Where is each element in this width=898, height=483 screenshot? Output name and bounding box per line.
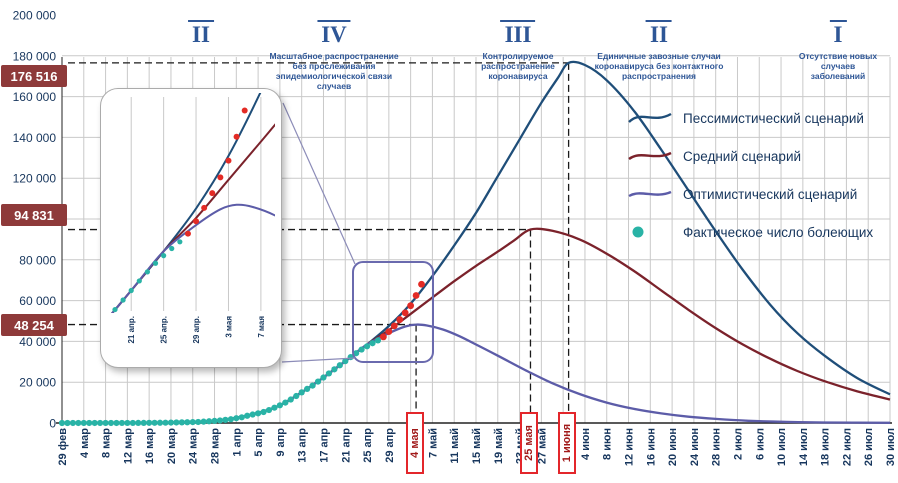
phase-marker-2-left: II xyxy=(188,20,214,47)
svg-text:27 май: 27 май xyxy=(536,428,548,464)
legend-label-optimistic: Оптимистический сценарий xyxy=(683,186,858,202)
peak-date-pessimistic-label: 1 июня xyxy=(561,423,573,463)
svg-text:30 июл: 30 июл xyxy=(885,428,897,466)
phase-description: Единичные завозные случаи коронавируса б… xyxy=(594,51,724,82)
svg-text:180 000: 180 000 xyxy=(13,49,57,63)
svg-text:14 июл: 14 июл xyxy=(798,428,810,466)
svg-text:28 июн: 28 июн xyxy=(711,428,723,466)
recent-data-dots xyxy=(379,280,425,341)
svg-text:29 апр: 29 апр xyxy=(384,428,396,463)
svg-text:2 июл: 2 июл xyxy=(733,428,745,460)
svg-text:26 июл: 26 июл xyxy=(863,428,875,466)
svg-text:7 мая: 7 мая xyxy=(257,316,266,338)
svg-text:19 май: 19 май xyxy=(493,428,505,464)
svg-text:140 000: 140 000 xyxy=(13,131,57,145)
svg-text:16 июн: 16 июн xyxy=(645,428,657,466)
svg-text:7 май: 7 май xyxy=(427,428,439,458)
svg-text:25 апр.: 25 апр. xyxy=(160,316,169,344)
phase-description: Отсутствие новых случаев заболеваний xyxy=(798,51,878,82)
phase-description: Контролируемое распространение коронавир… xyxy=(481,51,555,82)
inset-gridlines xyxy=(130,97,262,311)
svg-text:24 июн: 24 июн xyxy=(689,428,701,466)
svg-text:21 апр.: 21 апр. xyxy=(127,316,136,344)
legend-dot-actual-icon xyxy=(632,226,644,238)
svg-text:9 апр: 9 апр xyxy=(275,428,287,457)
svg-text:3 мая: 3 мая xyxy=(225,316,234,338)
peak-value-optimistic: 48 254 xyxy=(1,314,67,336)
legend-item-optimistic: Оптимистический сценарий xyxy=(627,182,873,206)
svg-text:22 июл: 22 июл xyxy=(841,428,853,466)
legend-label-actual: Фактическое число болеющих xyxy=(683,224,874,240)
phase-numeral: II xyxy=(646,20,672,47)
svg-text:160 000: 160 000 xyxy=(13,90,57,104)
peak-date-optimistic: 4 мая xyxy=(406,412,424,474)
phase-marker-1: I Отсутствие новых случаев заболеваний xyxy=(799,20,877,81)
svg-text:4 июн: 4 июн xyxy=(580,428,592,460)
legend-line-pessimistic-icon xyxy=(628,112,672,123)
svg-text:29 апр.: 29 апр. xyxy=(192,316,201,344)
legend-line-middle-icon xyxy=(628,151,672,161)
svg-text:13 апр: 13 апр xyxy=(297,428,309,463)
svg-text:24 мар: 24 мар xyxy=(188,428,200,464)
svg-text:120 000: 120 000 xyxy=(13,172,57,186)
phase-marker-2-right: II Единичные завозные случаи коронавирус… xyxy=(594,20,724,82)
peak-date-pessimistic: 1 июня xyxy=(558,412,576,474)
svg-text:60 000: 60 000 xyxy=(19,294,56,308)
phase-numeral: III xyxy=(500,20,536,47)
svg-text:12 июн: 12 июн xyxy=(624,428,636,466)
x-axis-labels: 29 фев 4 мар 8 мар 12 мар 16 мар 20 мар 24 мар… xyxy=(57,428,897,466)
svg-text:8 мар: 8 мар xyxy=(101,428,113,458)
svg-text:8 июн: 8 июн xyxy=(602,428,614,460)
svg-text:28 мар: 28 мар xyxy=(210,428,222,464)
svg-text:18 июл: 18 июл xyxy=(820,428,832,466)
svg-text:20 июн: 20 июн xyxy=(667,428,679,466)
actual-data-dots xyxy=(58,337,382,427)
svg-text:16 мар: 16 мар xyxy=(144,428,156,464)
svg-text:20 000: 20 000 xyxy=(19,376,56,390)
svg-text:4 мар: 4 мар xyxy=(79,428,91,458)
zoom-inset-svg: 21 апр. 25 апр. 29 апр. 3 мая 7 мая xyxy=(111,93,275,344)
phase-numeral: IV xyxy=(317,20,351,47)
svg-text:20 мар: 20 мар xyxy=(166,428,178,464)
svg-text:1 апр: 1 апр xyxy=(231,428,243,457)
inset-x-labels: 21 апр. 25 апр. 29 апр. 3 мая 7 мая xyxy=(127,316,266,344)
svg-text:25 апр: 25 апр xyxy=(362,428,374,463)
legend-item-middle: Средний сценарий xyxy=(627,144,873,168)
svg-text:15 май: 15 май xyxy=(471,428,483,464)
svg-text:12 мар: 12 мар xyxy=(122,428,134,464)
legend: Пессимистический сценарий Средний сценар… xyxy=(627,106,873,258)
legend-label-middle: Средний сценарий xyxy=(683,148,802,164)
peak-date-optimistic-label: 4 мая xyxy=(409,428,422,458)
phase-description: Масштабное распространение без прослежив… xyxy=(269,51,399,92)
svg-text:6 июл: 6 июл xyxy=(754,428,766,460)
legend-line-optimistic-icon xyxy=(628,190,672,198)
phase-numeral: I xyxy=(829,20,847,47)
svg-text:11 май: 11 май xyxy=(449,428,461,464)
peak-date-middle: 25 мая xyxy=(520,412,538,474)
zoom-inset-panel: 21 апр. 25 апр. 29 апр. 3 мая 7 мая xyxy=(100,88,282,368)
legend-item-pessimistic: Пессимистический сценарий xyxy=(627,106,873,130)
svg-text:200 000: 200 000 xyxy=(13,9,57,23)
zoom-source-box xyxy=(281,102,434,363)
svg-text:21 апр: 21 апр xyxy=(340,428,352,463)
svg-text:40 000: 40 000 xyxy=(19,335,56,349)
peak-value-middle: 94 831 xyxy=(1,204,67,226)
svg-text:29 фев: 29 фев xyxy=(57,428,69,466)
peak-date-middle-label: 25 мая xyxy=(523,425,536,461)
svg-text:10 июл: 10 июл xyxy=(776,428,788,466)
svg-text:80 000: 80 000 xyxy=(19,253,56,267)
phase-numeral: II xyxy=(188,20,214,47)
svg-text:5 апр: 5 апр xyxy=(253,428,265,457)
svg-text:0: 0 xyxy=(49,417,56,431)
inset-plot xyxy=(111,93,275,313)
peak-value-pessimistic: 176 516 xyxy=(1,65,67,87)
phase-marker-3: III Контролируемое распространение корон… xyxy=(481,20,555,81)
phase-marker-4: IV Масштабное распространение без просле… xyxy=(269,20,399,92)
svg-text:17 апр: 17 апр xyxy=(319,428,331,463)
legend-label-pessimistic: Пессимистический сценарий xyxy=(683,110,864,126)
legend-item-actual: Фактическое число болеющих xyxy=(627,220,873,244)
